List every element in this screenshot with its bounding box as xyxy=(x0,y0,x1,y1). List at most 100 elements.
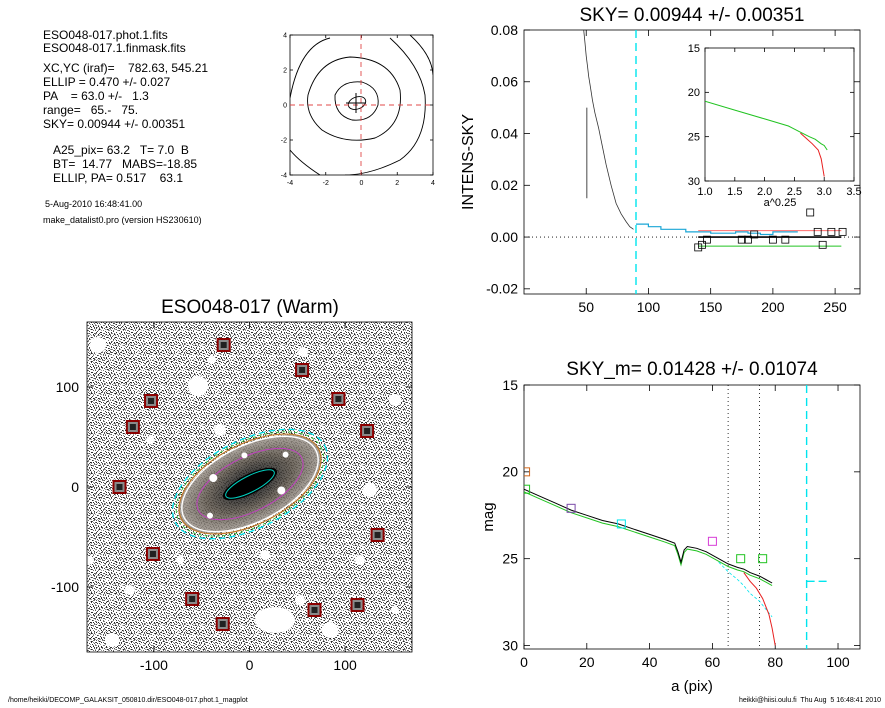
file-name-2: ESO048-017.1.finmask.fits xyxy=(43,41,186,55)
x-tick-label: 150 xyxy=(699,299,723,315)
x-tick-label: 50 xyxy=(578,299,594,315)
sky-line: SKY= 0.00944 +/- 0.00351 xyxy=(43,117,186,131)
sky-box-marker-core xyxy=(354,602,361,608)
sky-box-point xyxy=(781,235,790,244)
galaxy-cyan-ellipse xyxy=(171,428,329,540)
a25-line: A25_pix= 63.2 T= 7.0 B xyxy=(53,143,189,157)
galaxy-white-ellipse xyxy=(181,435,319,533)
sky-content xyxy=(524,30,860,294)
mag-box-point xyxy=(524,467,531,477)
y-tick-label: 30 xyxy=(502,637,518,653)
contour-ticks: -4 -2 0 2 4 -4 -2 0 2 4 xyxy=(281,32,435,187)
sky-box-point xyxy=(750,230,759,239)
galaxy xyxy=(171,428,329,540)
y-tick-label: 20 xyxy=(688,87,700,99)
sky-box-marker-core xyxy=(219,621,226,627)
mag-title: SKY_m= 0.01428 +/- 0.01074 xyxy=(566,359,818,380)
contour-level-5 xyxy=(290,35,433,175)
pa-line: PA = 63.0 +/- 1.3 xyxy=(43,89,149,103)
y-tick-label: 100 xyxy=(56,379,80,395)
sky-box-marker-core xyxy=(129,424,136,430)
program-line: make_datalist0.pro (version HS230610) xyxy=(43,215,202,225)
bt-line: BT= 14.77 MABS=-18.85 xyxy=(53,157,198,171)
footer-path: /home/heikki/DECOMP_GALAKSIT_050810.dir/… xyxy=(8,697,248,704)
galaxy-orange-ellipse xyxy=(178,433,322,535)
sky-box-point xyxy=(744,235,752,244)
x-tick-label: 20 xyxy=(579,654,595,670)
sky-frame xyxy=(523,29,861,295)
mag-frame xyxy=(523,384,861,650)
mag-black-profile xyxy=(524,488,773,584)
sky-box-marker-core xyxy=(374,532,381,538)
sky-plot: SKY= 0.00944 +/- 0.00351 INTENS-SKY 50 10… xyxy=(460,5,862,315)
y-tick-label: 0.04 xyxy=(491,125,518,141)
x-tick-label: 60 xyxy=(705,654,721,670)
sky-step-profile xyxy=(636,223,798,236)
date-line: 5-Aug-2010 16:48:41.00 xyxy=(45,199,143,209)
mag-plot: SKY_m= 0.01428 +/- 0.01074 mag a (pix) 0… xyxy=(480,359,861,695)
intensity-profile xyxy=(583,30,634,230)
mag-ylabel: mag xyxy=(480,502,497,531)
x-tick-label: 100 xyxy=(826,654,850,670)
y-tick-label: 0.02 xyxy=(491,177,518,193)
y-tick-label: 30 xyxy=(688,176,700,188)
y-tick-label: 2 xyxy=(283,67,287,74)
y-tick-label: 25 xyxy=(502,551,518,567)
mag-cyan-profile xyxy=(718,561,773,618)
mag-red-profile xyxy=(743,572,776,646)
x-tick-label: 3.5 xyxy=(846,186,861,198)
x-tick-label: 1.0 xyxy=(697,186,712,198)
x-tick-label: 2.5 xyxy=(787,186,802,198)
contour-level-2 xyxy=(334,81,379,121)
inset-green-profile xyxy=(705,100,828,151)
sky-box-point xyxy=(768,235,777,244)
masked-regions xyxy=(87,337,401,647)
galaxy-inner-contour xyxy=(225,469,275,499)
y-tick-label: 15 xyxy=(688,43,700,55)
y-tick-label: 0.08 xyxy=(491,22,518,38)
x-tick-label: 4 xyxy=(431,180,435,187)
x-tick-label: 250 xyxy=(823,299,847,315)
sky-box-marker-core xyxy=(148,398,155,404)
sky-box-markers xyxy=(112,338,385,631)
x-tick-label: 1.5 xyxy=(727,186,742,198)
y-tick-label: 20 xyxy=(502,464,518,480)
sky-box-point xyxy=(703,235,711,244)
x-tick-label: -4 xyxy=(287,180,293,187)
x-tick-label: 200 xyxy=(761,299,785,315)
sky-box-point xyxy=(806,208,815,217)
galaxy-mid-contour xyxy=(196,447,304,521)
mag-box-point xyxy=(707,536,717,546)
sky-box-point xyxy=(838,227,847,236)
file-name-1: ESO048-017.phot.1.fits xyxy=(43,28,168,42)
x-tick-label: -2 xyxy=(323,180,329,187)
range-line: range= 65.- 75. xyxy=(43,103,139,117)
y-tick-label: -100 xyxy=(51,579,79,595)
y-tick-label: 25 xyxy=(688,132,700,144)
sky-box-marker-core xyxy=(311,607,318,613)
mag-box-point xyxy=(616,519,626,529)
mag-box-point xyxy=(524,484,531,494)
contour-plot: -4 -2 0 2 4 -4 -2 0 2 4 xyxy=(281,32,435,187)
x-tick-label: 80 xyxy=(767,654,783,670)
mag-box-point xyxy=(736,554,746,564)
y-tick-label: 0 xyxy=(71,479,79,495)
mag-content xyxy=(524,385,829,649)
x-tick-label: 40 xyxy=(642,654,658,670)
x-tick-label: 0 xyxy=(520,654,528,670)
x-tick-label: -100 xyxy=(140,657,168,673)
sky-box-marker-core xyxy=(220,342,227,348)
sky-box-point xyxy=(818,240,827,249)
y-tick-label: 15 xyxy=(502,377,518,393)
footer-user: heikki@hiisi.oulu.fi Thu Aug 5 16:48:41 … xyxy=(738,697,881,704)
y-tick-label: -4 xyxy=(281,172,287,179)
image-title: ESO048-017 (Warm) xyxy=(161,297,339,318)
inset-ticks: 1.0 1.5 2.0 2.5 3.0 3.5 15 20 25 30 xyxy=(688,43,862,198)
y-tick-label: 0.06 xyxy=(491,74,518,90)
ellip-pa-line: ELLIP, PA= 0.517 63.1 xyxy=(53,171,183,185)
x-tick-label: 2.0 xyxy=(757,186,772,198)
sky-box-marker-core xyxy=(299,367,306,373)
y-tick-label: 4 xyxy=(283,32,287,39)
y-tick-label: -2 xyxy=(281,137,287,144)
mag-green-profile xyxy=(524,491,773,587)
